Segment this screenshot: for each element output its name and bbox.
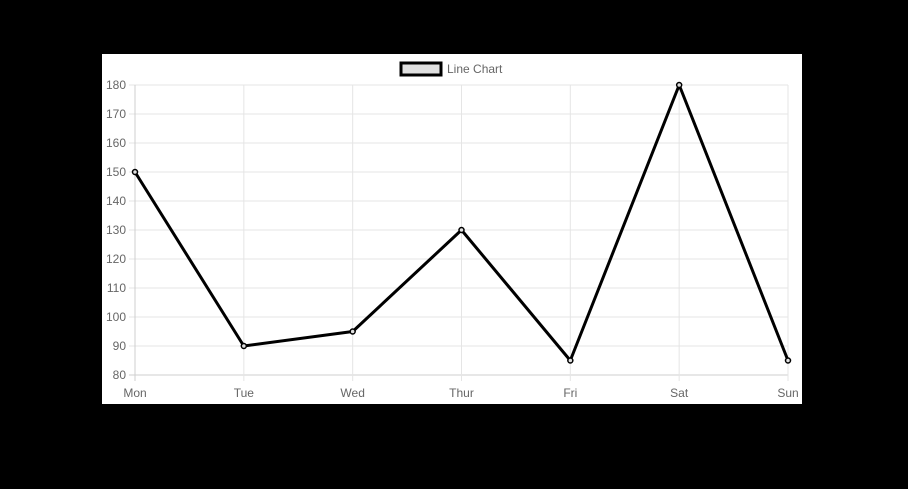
data-point-sat [675,81,683,89]
x-axis-tick-labels: Mon Tue Wed Thur Fri Sat Sun [123,386,798,400]
y-tick-label-120: 120 [106,252,126,266]
x-tick-label-sat: Sat [670,386,689,400]
legend-swatch[interactable] [399,61,443,77]
data-points [131,81,792,364]
y-tick-label-90: 90 [113,339,127,353]
line-chart: 80 90 100 110 120 130 140 150 160 170 180 Mon Tue We… [106,61,799,400]
legend-label[interactable]: Line Chart [447,62,503,76]
data-point-wed [349,328,356,335]
x-tick-label-tue: Tue [234,386,255,400]
data-point-sun [784,357,792,364]
x-tick-label-fri: Fri [563,386,577,400]
x-tick-label-sun: Sun [777,386,798,400]
y-tick-label-180: 180 [106,78,126,92]
y-tick-label-150: 150 [106,165,126,179]
x-tick-label-wed: Wed [340,386,364,400]
y-axis-tick-labels: 80 90 100 110 120 130 140 150 160 170 180 [106,78,126,382]
data-point-tue [240,342,248,350]
data-point-thur [458,226,465,234]
x-tick-label-mon: Mon [123,386,146,400]
x-tick-label-thur: Thur [449,386,474,400]
line-chart-card: 80 90 100 110 120 130 140 150 160 170 180 Mon Tue We… [102,54,802,404]
y-tick-label-140: 140 [106,194,126,208]
y-tick-label-80: 80 [113,368,127,382]
y-tick-label-100: 100 [106,310,126,324]
y-tick-label-160: 160 [106,136,126,150]
chart-legend[interactable]: Line Chart [399,61,503,77]
data-point-mon [131,168,139,176]
y-tick-label-110: 110 [107,281,126,295]
y-tick-label-170: 170 [106,107,126,121]
y-tick-label-130: 130 [106,223,126,237]
data-point-fri [567,357,574,364]
